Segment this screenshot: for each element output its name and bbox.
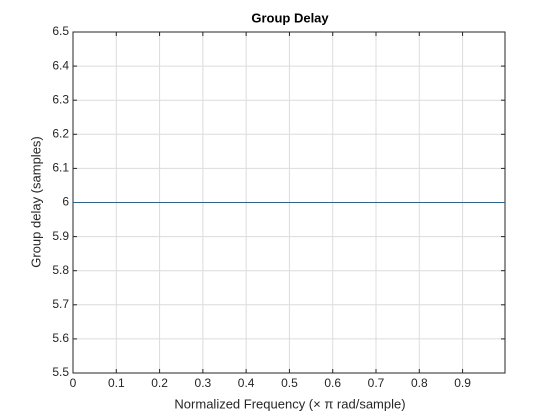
y-tick-label: 6.1 [52,161,69,175]
chart-title: Group Delay [251,10,329,25]
x-tick-label: 0 [70,376,77,390]
y-tick-label: 5.9 [52,229,69,243]
x-tick-label: 0.3 [195,376,212,390]
x-tick-label: 0.8 [411,376,428,390]
y-tick-label: 6.5 [52,24,69,38]
x-tick-label: 0.7 [368,376,385,390]
x-tick-label: 0.4 [238,376,255,390]
x-axis-label: Normalized Frequency (× π rad/sample) [174,396,405,411]
y-tick-label: 6.2 [52,126,69,140]
y-tick-label: 5.5 [52,365,69,379]
x-tick-label: 0.2 [151,376,168,390]
x-tick-label: 0.9 [454,376,471,390]
y-tick-label: 6.3 [52,92,69,106]
y-tick-label: 5.7 [52,297,69,311]
y-axis-label: Group delay (samples) [28,136,43,268]
y-tick-label: 5.6 [52,331,69,345]
x-tick-label: 0.5 [281,376,298,390]
x-tick-label: 0.6 [324,376,341,390]
y-tick-label: 6.4 [52,58,69,72]
y-tick-label: 6 [62,195,69,209]
y-tick-label: 5.8 [52,263,69,277]
x-tick-label: 0.1 [108,376,125,390]
